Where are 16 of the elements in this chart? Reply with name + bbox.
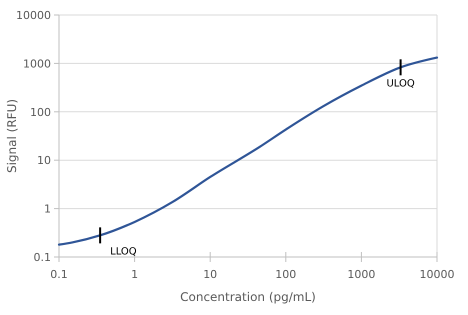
y-tick-label: 100 <box>30 106 51 119</box>
annotation: ULOQ <box>386 78 415 90</box>
x-tick-label: 10 <box>203 268 218 281</box>
x-axis-title: Concentration (pg/mL) <box>180 290 316 304</box>
y-tick-label: 1000 <box>23 57 51 70</box>
annotation: LLOQ <box>110 246 137 258</box>
y-tick-label: 10000 <box>16 9 51 22</box>
y-tick-label: 0.1 <box>34 251 51 264</box>
y-axis-title: Signal (RFU) <box>5 98 19 174</box>
x-tick-label: 100 <box>275 268 296 281</box>
x-tick-label: 0.1 <box>50 268 68 281</box>
x-tick-label: 1000 <box>347 268 376 281</box>
x-tick-label: 1 <box>131 268 138 281</box>
y-tick-label: 10 <box>37 154 51 168</box>
x-tick-label: 10000 <box>420 268 454 281</box>
y-tick-label: 1 <box>44 202 51 216</box>
